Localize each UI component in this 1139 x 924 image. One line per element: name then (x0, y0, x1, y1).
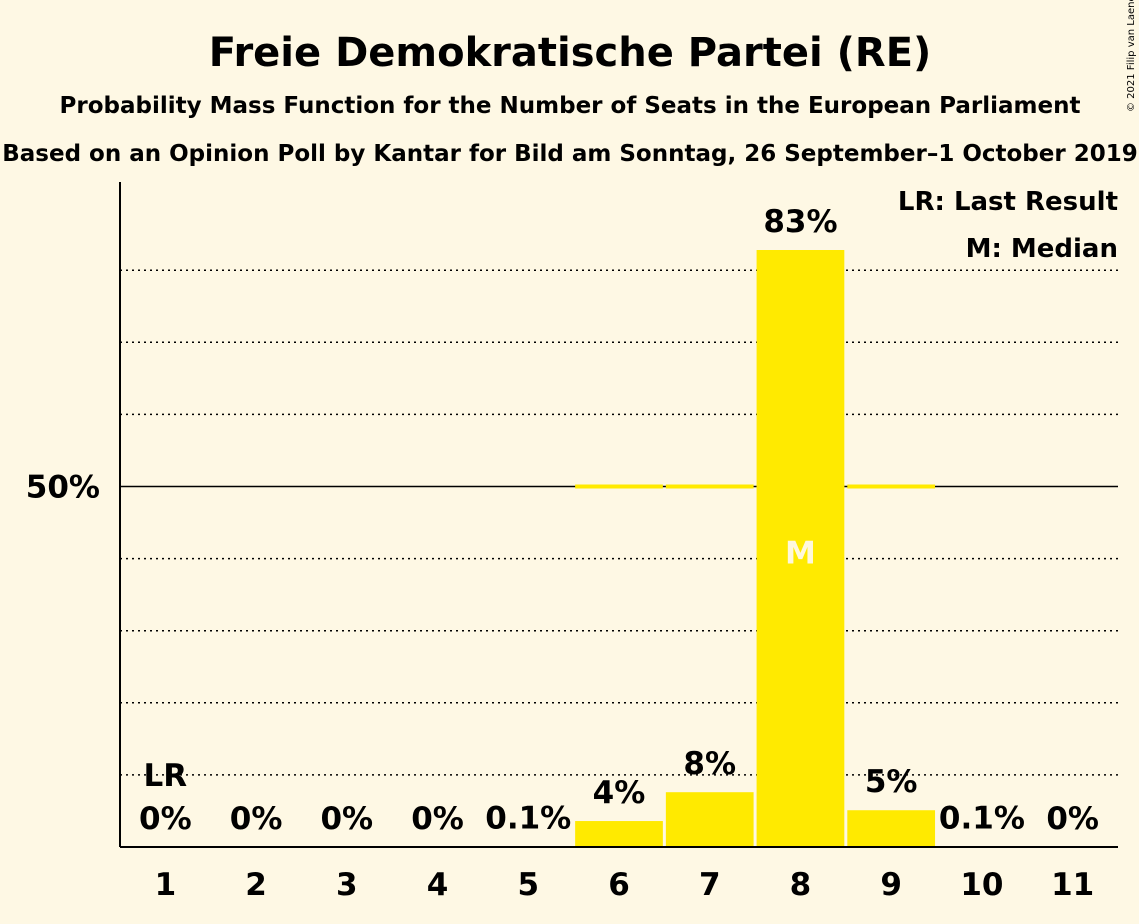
copyright-text: © 2021 Filip van Laenen (1126, 0, 1137, 112)
x-tick-label: 5 (517, 867, 539, 903)
value-label: 0.1% (939, 800, 1025, 836)
value-label: 5% (865, 764, 918, 800)
x-tick-label: 4 (427, 867, 449, 903)
x-tick-label: 3 (336, 867, 358, 903)
value-label: 0% (1046, 801, 1099, 837)
value-labels: 0% 1 LR 0% 2 0% 3 0% 4 0.1% 5 4% 6 8% 7 83% 8 M 5% 9 0.1% 10 0… (139, 204, 1099, 903)
x-tick-label: 1 (155, 867, 177, 903)
x-tick-label: 11 (1051, 867, 1094, 903)
x-tick-label: 6 (608, 867, 630, 903)
value-label: 4% (593, 775, 646, 811)
legend-entry: LR: Last Result (898, 187, 1118, 217)
value-label: 0% (139, 801, 192, 837)
value-label: 0.1% (485, 800, 571, 836)
bar (575, 821, 663, 847)
legend: LR: Last Result M: Median (898, 187, 1118, 264)
x-tick-label: 2 (245, 867, 267, 903)
bars (484, 250, 1026, 847)
value-label: 0% (320, 801, 373, 837)
value-label: 83% (763, 204, 837, 240)
x-tick-label: 10 (960, 867, 1003, 903)
last-result-marker: LR (144, 758, 188, 794)
chart-subtitle-poll: Based on an Opinion Poll by Kantar for B… (2, 141, 1138, 167)
x-tick-label: 9 (880, 867, 902, 903)
bar (756, 250, 845, 847)
legend-entry: M: Median (966, 234, 1118, 264)
median-marker: M (785, 536, 816, 572)
chart-title: Freie Demokratische Partei (RE) (209, 30, 932, 76)
x-tick-label: 7 (699, 867, 721, 903)
value-label: 0% (411, 801, 464, 837)
value-label: 0% (230, 801, 283, 837)
bar (847, 810, 936, 847)
axes (119, 182, 1118, 848)
chart-subtitle: Probability Mass Function for the Number… (60, 93, 1081, 119)
bar (665, 792, 754, 847)
value-label: 8% (683, 746, 736, 782)
x-tick-label: 8 (790, 867, 812, 903)
y-tick-label: 50% (26, 469, 100, 505)
gridlines: 50% (26, 269, 1118, 776)
